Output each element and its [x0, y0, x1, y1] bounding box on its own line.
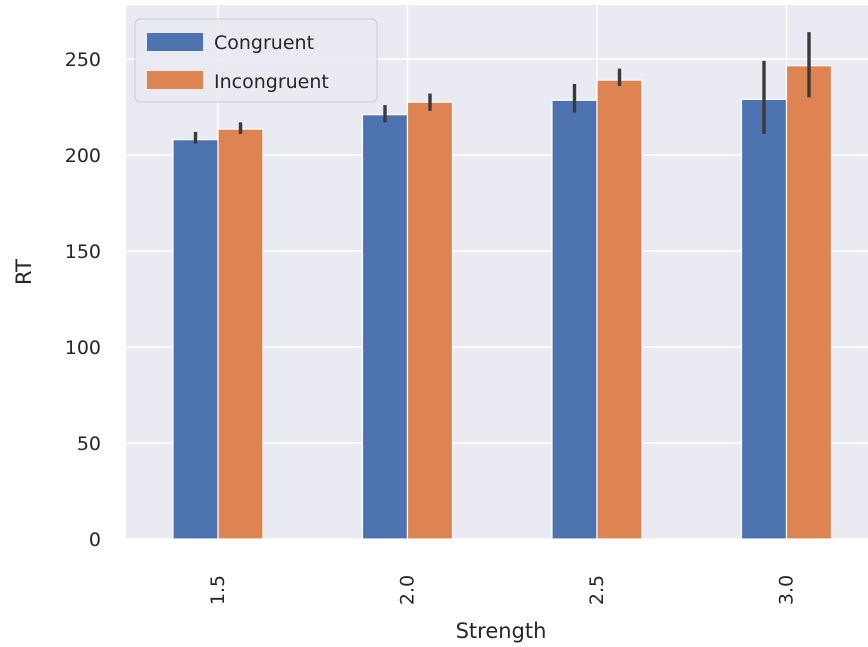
x-tick-labels: 1.5 2.0 2.5 3.0: [207, 575, 798, 605]
error-bars-group: [193, 32, 811, 144]
bar-congruent-1.5: [172, 139, 219, 540]
bar-incongruent-2.5: [596, 79, 643, 540]
bar-congruent-3.0: [740, 98, 788, 540]
x-tick-label: 2.0: [397, 575, 419, 605]
y-tick-labels: 0 50 100 150 200 250: [65, 49, 101, 551]
bar-congruent-2.0: [361, 114, 409, 540]
x-axis-title: Strength: [456, 619, 547, 643]
bars-group: [172, 65, 833, 540]
y-tick-label: 150: [65, 241, 101, 263]
y-tick-label: 0: [89, 529, 101, 551]
bar-incongruent-3.0: [785, 65, 833, 540]
y-axis-title: RT: [12, 259, 36, 285]
x-tick-label: 3.0: [776, 575, 798, 605]
y-tick-label: 200: [65, 145, 101, 167]
legend: Congruent Incongruent: [134, 18, 378, 103]
bar-incongruent-1.5: [217, 128, 264, 540]
legend-label-congruent: Congruent: [214, 32, 314, 54]
y-tick-label: 100: [65, 337, 101, 359]
y-tick-label: 250: [65, 49, 101, 71]
legend-swatch-incongruent: [147, 71, 203, 89]
x-tick-label: 2.5: [586, 575, 608, 605]
bar-incongruent-2.0: [406, 101, 454, 540]
y-tick-label: 50: [77, 433, 101, 455]
bar-congruent-2.5: [551, 99, 598, 540]
legend-swatch-congruent: [147, 33, 203, 51]
legend-label-incongruent: Incongruent: [214, 71, 329, 93]
x-tick-label: 1.5: [207, 575, 229, 605]
